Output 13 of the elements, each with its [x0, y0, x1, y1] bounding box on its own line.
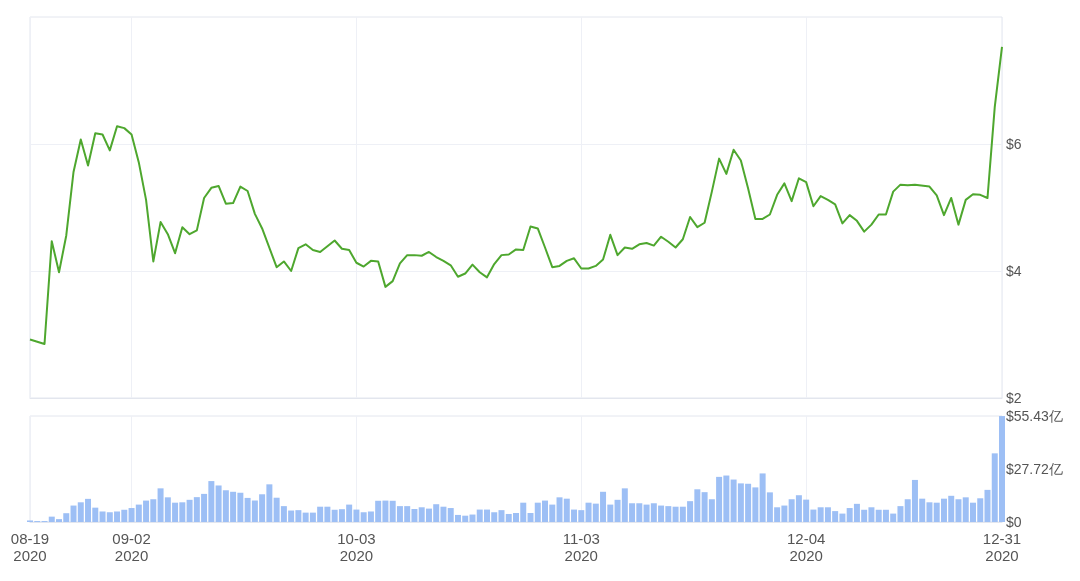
x-tick-label: 12-04 2020: [786, 530, 826, 564]
x-tick-label: 12-31 2020: [982, 530, 1022, 564]
y-tick-label: $6: [1006, 136, 1022, 152]
y-tick-label: $2: [1006, 390, 1022, 406]
line-series: [29, 45, 1003, 346]
x-tick-label: 09-02 2020: [112, 530, 151, 564]
y-tick-label: $55.43亿: [1006, 408, 1063, 424]
y-tick-label: $4: [1006, 263, 1022, 279]
x-tick-label: 08-19 2020: [10, 530, 50, 564]
y-tick-label: $27.72亿: [1006, 460, 1063, 477]
x-tick-label: 11-03 2020: [562, 530, 600, 564]
y-tick-label: $0: [1006, 514, 1022, 530]
x-tick-label: 10-03 2020: [337, 530, 376, 564]
